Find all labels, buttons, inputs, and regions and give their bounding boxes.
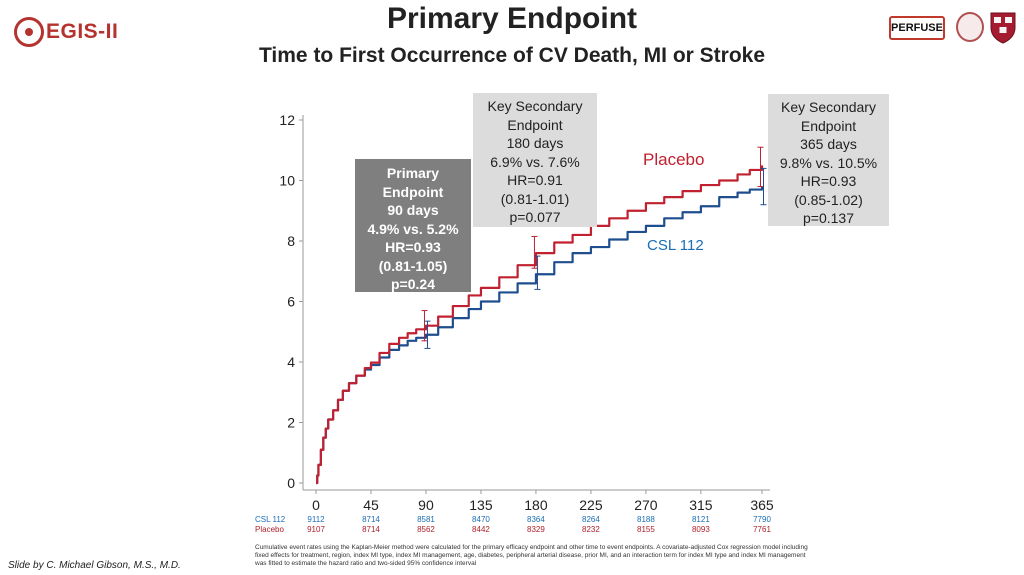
x-tick-label: 135 (469, 497, 493, 513)
chart-axes: 0 2 4 6 8 10 12 0 45 90 135 180 225 270 315 365 (279, 112, 773, 513)
risk-table-csl-cell: 8364 (527, 515, 545, 524)
risk-table-csl-cell: 8264 (582, 515, 600, 524)
secondary-180-line: Endpoint (507, 116, 563, 133)
secondary-365-line: Endpoint (800, 117, 857, 134)
aegis-logo: EGIS-II (14, 14, 144, 50)
y-tick-label: 8 (287, 233, 295, 249)
aegis-logo-text: EGIS-II (46, 20, 119, 43)
risk-table-csl-cell: 8121 (691, 515, 710, 524)
y-tick-label: 6 (287, 294, 295, 310)
risk-table-csl-cell: 7790 (753, 515, 771, 524)
risk-table-placebo-cell: 7761 (753, 525, 771, 534)
x-tick-label: 315 (689, 497, 713, 513)
primary-line: Primary (386, 165, 440, 181)
y-tick-label: 12 (279, 112, 295, 128)
risk-table-placebo-cell: 8093 (691, 525, 710, 534)
primary-line: 90 days (387, 202, 439, 218)
risk-table-csl-cell: 8470 (472, 515, 490, 524)
footnote: Cumulative event rates using the Kaplan-… (255, 544, 808, 567)
x-tick-label: 0 (312, 497, 320, 513)
risk-table-placebo-cell: 8232 (582, 525, 600, 534)
secondary-365-line: (0.85-1.02) (794, 191, 863, 208)
x-tick-label: 90 (418, 497, 434, 513)
x-tick-label: 180 (524, 497, 548, 513)
risk-table-placebo-cell: 8329 (527, 525, 545, 534)
y-tick-label: 4 (287, 354, 295, 370)
chart-error-bars (421, 146, 767, 349)
secondary-180-line: Key Secondary (487, 98, 583, 114)
slide-subtitle: Time to First Occurrence of CV Death, MI… (258, 44, 766, 67)
primary-line: 4.9% vs. 5.2% (367, 220, 459, 237)
x-tick-label: 45 (363, 497, 379, 513)
primary-line: Endpoint (382, 183, 444, 200)
secondary-365-line: 365 days (800, 136, 857, 152)
aegis-ring-icon (14, 17, 44, 47)
secondary-365-line: HR=0.93 (800, 173, 857, 189)
risk-table-csl-cell: 8581 (417, 515, 435, 524)
secondary-365-line: Key Secondary (781, 99, 876, 115)
series-line-placebo (316, 165, 764, 485)
secondary-180-line: (0.81-1.01) (500, 190, 570, 207)
y-tick-label: 2 (287, 415, 295, 431)
chart-series (316, 165, 764, 485)
risk-table-placebo-cell: 8442 (472, 525, 490, 534)
placebo-series-label: Placebo (643, 150, 705, 169)
risk-table-placebo-cell: 8562 (417, 525, 435, 534)
secondary-365-box: Key Secondary Endpoint 365 days 9.8% vs.… (768, 94, 889, 226)
risk-table-csl-label: CSL 112 (255, 515, 286, 524)
risk-table-csl-cell: 8714 (362, 515, 380, 524)
risk-table-placebo-cell: 8714 (362, 525, 380, 534)
secondary-180-line: 6.9% vs. 7.6% (490, 153, 580, 170)
risk-table-csl-cell: 8188 (637, 515, 655, 524)
y-tick-label: 10 (279, 173, 295, 189)
perfuse-logo: PERFUSE (889, 16, 945, 40)
risk-table-placebo-cell: 9107 (307, 525, 325, 534)
primary-line: HR=0.93 (385, 239, 441, 255)
secondary-180-line: 180 days (506, 135, 564, 151)
y-tick-label: 0 (287, 475, 295, 491)
primary-endpoint-box: Primary Endpoint 90 days 4.9% vs. 5.2% H… (355, 159, 471, 292)
x-tick-label: 270 (634, 497, 658, 513)
seal-icon (956, 12, 984, 42)
primary-line: (0.81-1.05) (378, 257, 448, 274)
secondary-180-line: p=0.077 (509, 209, 561, 225)
x-tick-label: 225 (579, 497, 603, 513)
secondary-365-line: p=0.137 (803, 210, 854, 226)
harvard-shield-icon (990, 12, 1016, 44)
risk-table-placebo-label: Placebo (255, 525, 284, 534)
slide-credit: Slide by C. Michael Gibson, M.S., M.D. (8, 560, 181, 571)
x-tick-label: 365 (750, 497, 774, 513)
slide-title: Primary Endpoint (386, 2, 638, 35)
risk-table-csl-cell: 9112 (307, 515, 325, 524)
csl-series-label: CSL 112 (647, 237, 704, 254)
secondary-180-line: HR=0.91 (507, 172, 563, 188)
secondary-180-box: Key Secondary Endpoint 180 days 6.9% vs.… (473, 93, 597, 227)
risk-table-placebo-cell: 8155 (637, 525, 655, 534)
primary-line: p=0.24 (391, 276, 435, 292)
secondary-365-line: 9.8% vs. 10.5% (779, 154, 878, 171)
